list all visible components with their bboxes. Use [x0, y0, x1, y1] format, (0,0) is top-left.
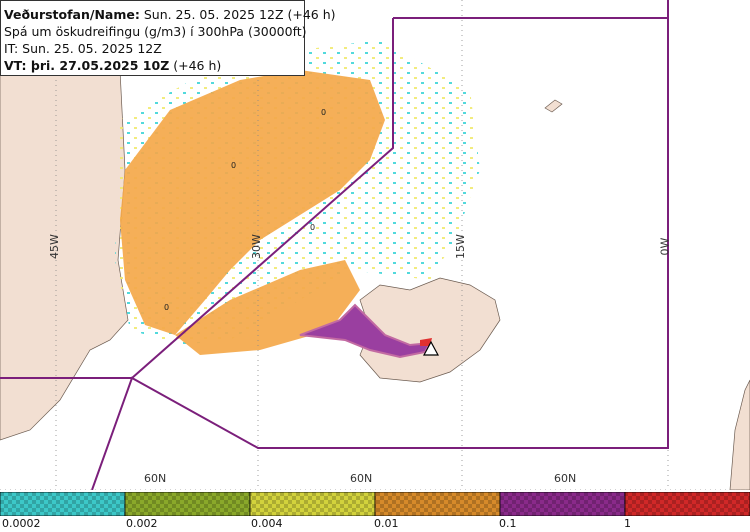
legend-label-5: 1	[624, 517, 631, 530]
lat-label-2: 60N	[350, 472, 373, 485]
contour-label: 0	[321, 108, 327, 117]
lon-label-45w: 45W	[47, 234, 61, 259]
ash-concentration-0.01	[120, 70, 385, 335]
ash-dispersion-map	[0, 0, 750, 490]
forecast-info-box: Veðurstofan/Name: Sun. 25. 05. 2025 12Z …	[0, 0, 336, 76]
volcano-icon	[422, 340, 440, 356]
lon-label-0w: 0W	[658, 237, 672, 256]
lon-label-30w: 30W	[249, 234, 263, 259]
concentration-legend	[0, 492, 750, 516]
legend-swatch-pattern-1	[125, 492, 250, 516]
legend-swatch-pattern-5	[625, 492, 750, 516]
issue-time: Sun. 25. 05. 2025 12Z (+46 h)	[139, 7, 336, 22]
norway-coast	[729, 379, 750, 490]
issuer-label: Veðurstofan/Name:	[4, 7, 140, 22]
legend-swatch-pattern-3	[375, 492, 500, 516]
legend-label-0: 0.0002	[2, 517, 41, 530]
initial-time: IT: Sun. 25. 05. 2025 12Z	[4, 41, 162, 56]
legend-label-1: 0.002	[126, 517, 158, 530]
lat-label-1: 60N	[144, 472, 167, 485]
legend-swatch-pattern-2	[250, 492, 375, 516]
valid-time-offset: (+46 h)	[169, 58, 222, 73]
legend-swatch-pattern-4	[500, 492, 625, 516]
jan-mayen-island	[544, 99, 563, 113]
ash-concentration-1	[420, 338, 432, 346]
contour-label: 0	[164, 303, 170, 312]
contour-label: 0	[310, 223, 316, 232]
lat-label-3: 60N	[554, 472, 577, 485]
lon-label-15w: 15W	[453, 234, 467, 259]
legend-label-2: 0.004	[251, 517, 283, 530]
legend-label-3: 0.01	[374, 517, 399, 530]
legend-label-4: 0.1	[499, 517, 517, 530]
legend-swatch-pattern-0	[0, 492, 125, 516]
contour-label: 0	[231, 161, 237, 170]
fir-boundaries	[0, 0, 669, 490]
forecast-description: Spá um öskudreifingu (g/m3) í 300hPa (30…	[4, 24, 307, 39]
valid-time: VT: þri. 27.05.2025 10Z	[4, 58, 170, 73]
